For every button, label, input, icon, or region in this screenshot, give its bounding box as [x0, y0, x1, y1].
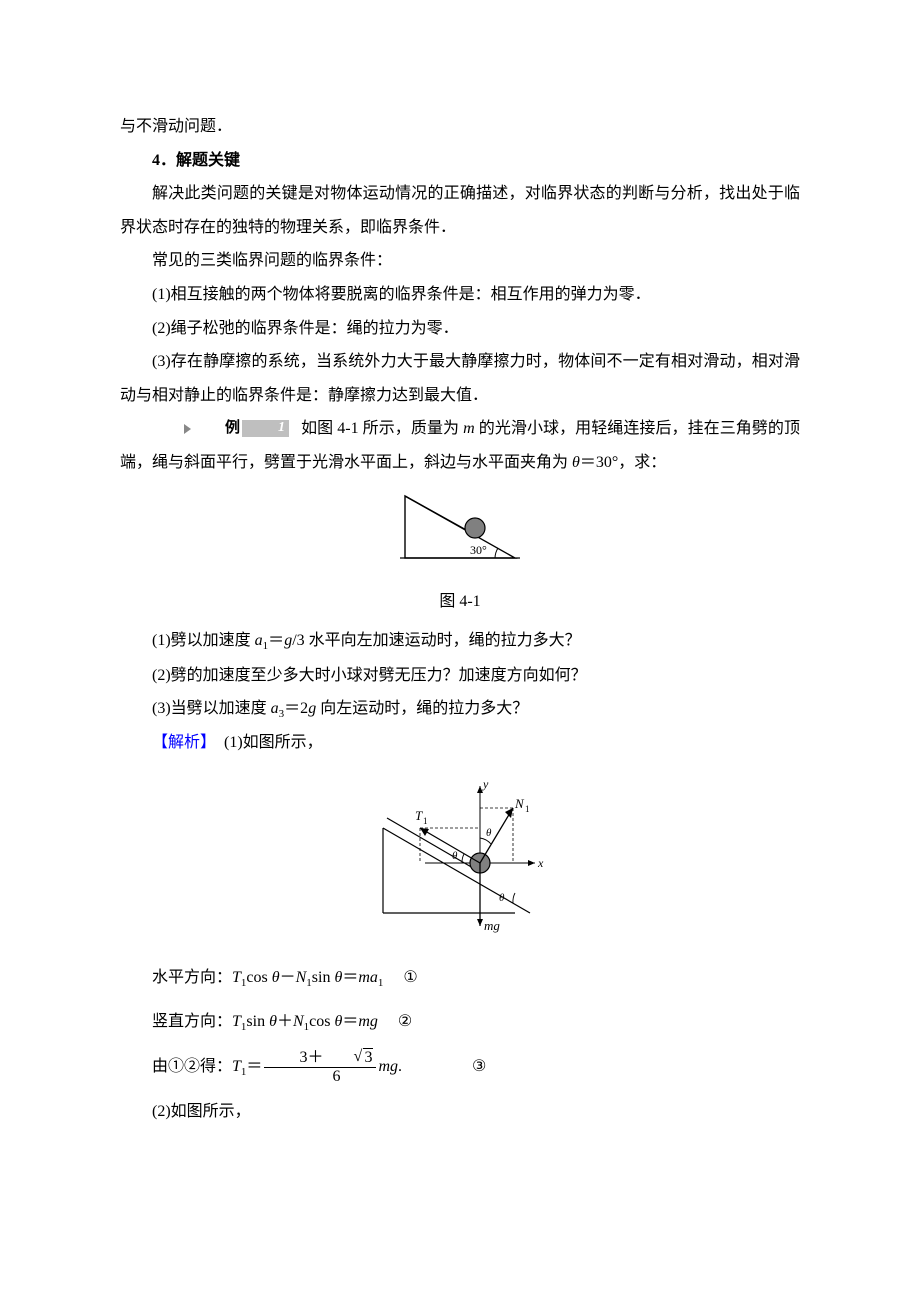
- var-a: a: [271, 700, 279, 717]
- question-2: (2)劈的加速度至少多大时小球对劈无压力？加速度方向如何？: [120, 659, 800, 693]
- var-g: g: [284, 632, 292, 649]
- var-N: N: [296, 969, 307, 986]
- solution-text: (1)如图所示，: [224, 734, 323, 751]
- question-1: (1)劈以加速度 a1＝g/3 水平向左加速运动时，绳的拉力多大？: [120, 624, 800, 658]
- text: 向左运动时，绳的拉力多大？: [316, 700, 528, 717]
- var-a: a: [255, 632, 263, 649]
- figure-caption: 图 4-1: [120, 585, 800, 619]
- text: ＝2: [284, 700, 308, 717]
- var-T: T: [232, 969, 241, 986]
- var-T: T: [232, 1058, 241, 1075]
- example-number-box: 1: [242, 420, 289, 437]
- example-text: ＝30°，求：: [580, 454, 666, 471]
- angle-label: 30°: [470, 543, 487, 557]
- triangle-icon: [184, 424, 191, 434]
- subscript: 1: [378, 977, 384, 989]
- minus: －: [280, 969, 296, 986]
- var-m: m: [358, 969, 370, 986]
- equals: ＝: [246, 1058, 262, 1075]
- num-text: 3＋: [299, 1049, 323, 1066]
- solution-2: (2)如图所示，: [120, 1095, 800, 1129]
- svg-text:x: x: [537, 856, 544, 870]
- text: cos: [246, 969, 271, 986]
- svg-text:mg: mg: [484, 918, 500, 933]
- paragraph: 解决此类问题的关键是对物体运动情况的正确描述，对临界状态的判断与分析，找出处于临…: [120, 177, 800, 244]
- var-m: m: [358, 1013, 370, 1030]
- equation-2: 竖直方向：T1sin θ＋N1cos θ＝mg②: [120, 1005, 800, 1039]
- plus: ＋: [277, 1013, 293, 1030]
- example-tag: 例 1: [152, 413, 289, 447]
- svg-text:θ: θ: [486, 827, 492, 839]
- sqrt-arg: 3: [363, 1048, 373, 1066]
- figure-4-1: 30°: [120, 488, 800, 581]
- svg-text:N: N: [514, 796, 525, 811]
- example-label-prefix: 例: [193, 413, 240, 445]
- paragraph: 常见的三类临界问题的临界条件：: [120, 244, 800, 278]
- text: ＝: [268, 632, 284, 649]
- var-theta: θ: [272, 969, 280, 986]
- solution-label: 【解析】: [152, 734, 216, 751]
- eq-number: ②: [398, 1013, 412, 1030]
- eq-prefix: 由①②得：: [152, 1058, 232, 1075]
- svg-text:T: T: [415, 808, 423, 823]
- eq-prefix: 水平方向：: [152, 969, 232, 986]
- paragraph-continuation: 与不滑动问题．: [120, 110, 800, 144]
- sqrt: 3: [323, 1049, 373, 1067]
- text: cos: [309, 1013, 334, 1030]
- example-1: 例 1 如图 4-1 所示，质量为 m 的光滑小球，用轻绳连接后，挂在三角劈的顶…: [120, 412, 800, 480]
- question-3: (3)当劈以加速度 a3＝2g 向左运动时，绳的拉力多大？: [120, 692, 800, 726]
- list-item-3: (3)存在静摩擦的系统，当系统外力大于最大静摩擦力时，物体间不一定有相对滑动，相…: [120, 345, 800, 412]
- var-g: g: [370, 1013, 378, 1030]
- fraction: 3＋ 3 6: [264, 1049, 376, 1085]
- list-item-1: (1)相互接触的两个物体将要脱离的临界条件是：相互作用的弹力为零．: [120, 278, 800, 312]
- eq-prefix: 竖直方向：: [152, 1013, 232, 1030]
- svg-text:1: 1: [423, 816, 428, 826]
- text: sin: [246, 1013, 269, 1030]
- var-T: T: [232, 1013, 241, 1030]
- force-diagram-svg: x y T 1 N 1 θ θ θ mg: [365, 768, 555, 938]
- eq-number: ③: [472, 1058, 486, 1075]
- var-N: N: [293, 1013, 304, 1030]
- eq-number: ①: [403, 969, 417, 986]
- text: /3 水平向左加速运动时，绳的拉力多大？: [292, 632, 580, 649]
- svg-text:θ: θ: [452, 850, 458, 862]
- svg-text:θ: θ: [499, 892, 505, 904]
- heading-4: 4．解题关键: [120, 144, 800, 178]
- var-a: a: [370, 969, 378, 986]
- var-m: m: [463, 420, 475, 437]
- text: sin: [312, 969, 335, 986]
- list-item-2: (2)绳子松弛的临界条件是：绳的拉力为零．: [120, 312, 800, 346]
- wedge-diagram: 30°: [395, 488, 525, 568]
- text: (3)当劈以加速度: [152, 700, 271, 717]
- equals: ＝: [342, 1013, 358, 1030]
- example-text: 如图 4-1 所示，质量为: [301, 420, 463, 437]
- var-theta: θ: [572, 454, 580, 471]
- denominator: 6: [264, 1068, 376, 1086]
- var-mg: mg: [378, 1058, 398, 1075]
- equation-1: 水平方向：T1cos θ－N1sin θ＝ma1①: [120, 961, 800, 995]
- period: .: [398, 1058, 402, 1075]
- figure-force-diagram: x y T 1 N 1 θ θ θ mg: [120, 768, 800, 951]
- equation-3: 由①②得：T1＝3＋36mg.③: [120, 1049, 800, 1085]
- solution-line: 【解析】 (1)如图所示，: [120, 726, 800, 760]
- var-g: g: [308, 700, 316, 717]
- svg-text:1: 1: [525, 804, 530, 814]
- var-theta: θ: [269, 1013, 277, 1030]
- text: (1)劈以加速度: [152, 632, 255, 649]
- svg-text:y: y: [482, 777, 489, 791]
- equals: ＝: [342, 969, 358, 986]
